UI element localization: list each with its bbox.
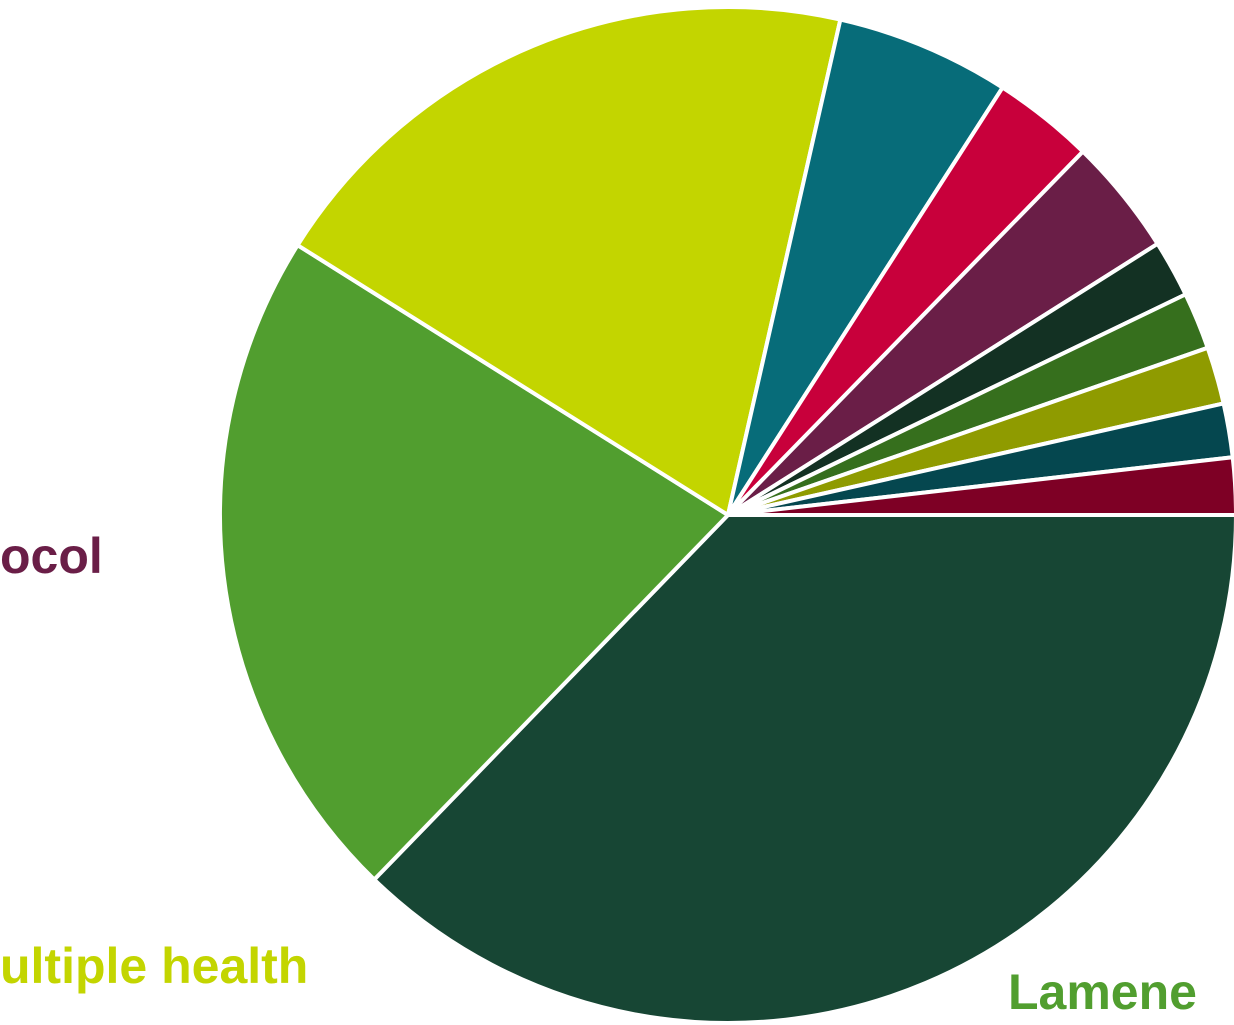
slice-label-protocol: ocol: [0, 528, 103, 584]
pie-slice-10: [726, 455, 1234, 517]
page-title-fragment: measures: [544, 0, 955, 14]
slice-label-multiple-health: ultiple health: [0, 938, 308, 994]
pie-slice-3: [726, 17, 1005, 517]
pie-slice-2: [295, 5, 843, 517]
pie-slices: [218, 5, 1234, 1025]
slice-label-lameness: Lamene: [1008, 964, 1197, 1020]
pie-slice-0: [372, 513, 1234, 1025]
pie-slice-1: [218, 243, 730, 882]
